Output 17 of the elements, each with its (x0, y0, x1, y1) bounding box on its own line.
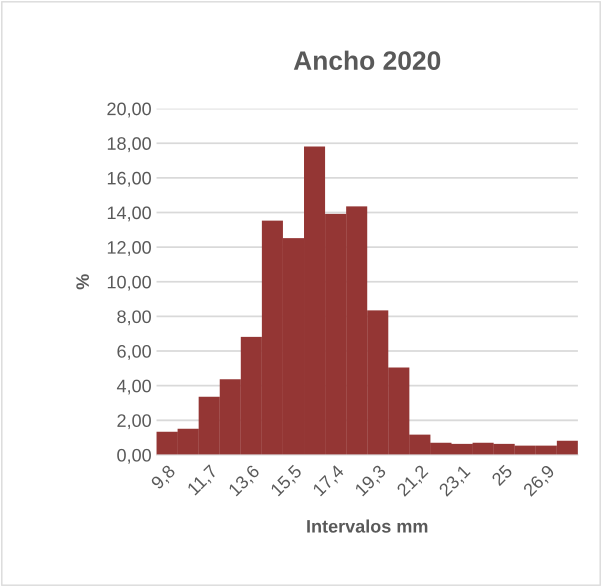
y-tick-label: 2,00 (117, 414, 151, 430)
x-tick-label: 9,8 (150, 464, 178, 492)
y-tick-label: 12,00 (108, 241, 151, 256)
chart-title: Ancho 2020 (294, 50, 440, 70)
x-tick-label: 23,1 (438, 464, 472, 498)
y-axis-title: % (76, 274, 89, 290)
y-tick-label: 6,00 (117, 344, 151, 360)
y-tick-label: 0,00 (117, 448, 151, 464)
y-tick-label: 14,00 (108, 206, 151, 222)
y-tick-label: 20,00 (107, 102, 151, 118)
y-tick-label: 16,00 (108, 172, 151, 187)
x-axis-title: Intervalos mm (307, 519, 428, 533)
y-tick-label: 10,00 (108, 276, 151, 291)
y-tick-label: 18,00 (108, 137, 151, 152)
y-tick-label: 4,00 (116, 380, 151, 395)
x-tick-label: 25 (490, 464, 514, 486)
y-tick-label: 8,00 (117, 310, 151, 326)
